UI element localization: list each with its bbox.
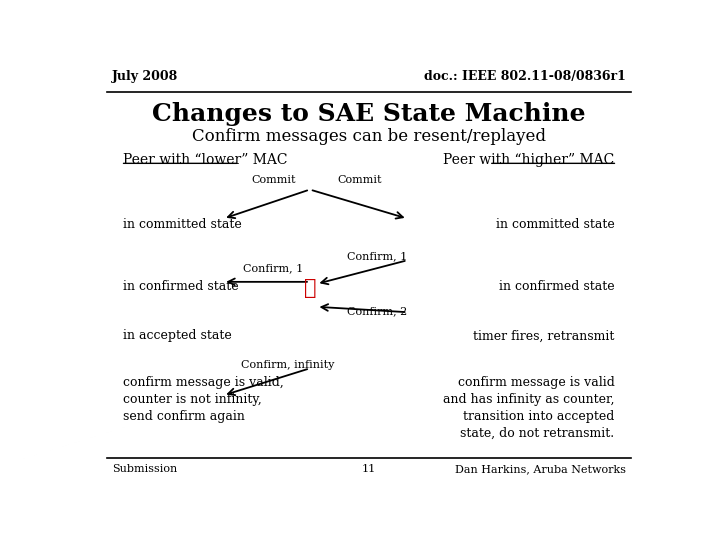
Text: Confirm messages can be resent/replayed: Confirm messages can be resent/replayed [192,128,546,145]
Text: Dan Harkins, Aruba Networks: Dan Harkins, Aruba Networks [455,464,626,474]
Text: Peer with “higher” MAC: Peer with “higher” MAC [444,153,615,167]
Text: confirm message is valid
and has infinity as counter,
transition into accepted
s: confirm message is valid and has infinit… [443,376,615,440]
Text: Confirm, 1: Confirm, 1 [347,251,407,261]
Text: July 2008: July 2008 [112,70,179,83]
Text: Submission: Submission [112,464,178,474]
Text: Confirm, 1: Confirm, 1 [243,264,304,274]
Text: Commit: Commit [251,175,296,185]
Text: doc.: IEEE 802.11-08/0836r1: doc.: IEEE 802.11-08/0836r1 [424,70,626,83]
Text: in confirmed state: in confirmed state [499,280,615,293]
Text: Commit: Commit [338,175,382,185]
Text: Confirm, 2: Confirm, 2 [347,306,407,316]
Text: Confirm, infinity: Confirm, infinity [241,360,334,370]
Text: ✗: ✗ [304,278,316,298]
Text: confirm message is valid,
counter is not infinity,
send confirm again: confirm message is valid, counter is not… [124,376,284,423]
Text: 11: 11 [362,464,376,474]
Text: in accepted state: in accepted state [124,329,233,342]
Text: in confirmed state: in confirmed state [124,280,239,293]
Text: Peer with “lower” MAC: Peer with “lower” MAC [124,153,288,167]
Text: in committed state: in committed state [496,218,615,231]
Text: Changes to SAE State Machine: Changes to SAE State Machine [152,102,586,126]
Text: timer fires, retransmit: timer fires, retransmit [473,329,615,342]
Text: in committed state: in committed state [124,218,242,231]
